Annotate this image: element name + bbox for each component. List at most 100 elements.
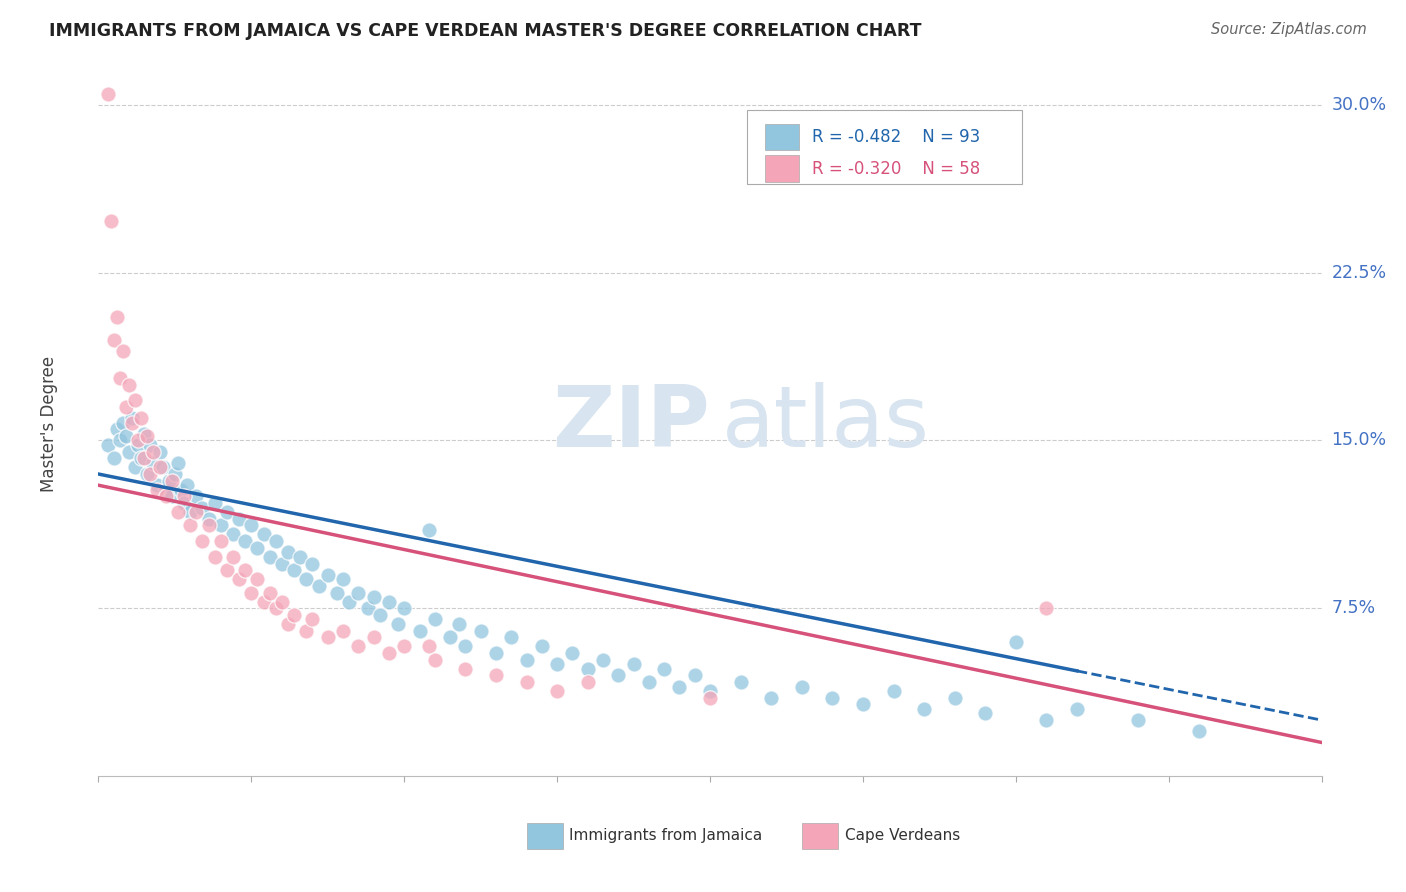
Point [943, 690, 966, 705]
Point [423, 653, 446, 667]
Point [363, 631, 385, 645]
Point [127, 438, 149, 452]
Point [501, 631, 523, 645]
Point [108, 371, 131, 385]
Point [105, 422, 128, 436]
Point [115, 429, 138, 443]
Point [100, 214, 122, 228]
Point [179, 518, 201, 533]
Point [111, 416, 134, 430]
Point [160, 474, 183, 488]
Point [246, 572, 269, 586]
Point [821, 690, 844, 705]
Point [179, 505, 201, 519]
Point [233, 563, 256, 577]
Point [121, 411, 143, 425]
Point [277, 545, 299, 559]
Point [197, 518, 219, 533]
Point [290, 549, 312, 564]
Point [152, 460, 174, 475]
Text: 7.5%: 7.5% [1331, 599, 1375, 617]
Point [392, 601, 416, 615]
Point [149, 444, 172, 458]
Point [485, 668, 508, 682]
Point [454, 662, 477, 676]
Point [1188, 724, 1211, 739]
Point [149, 460, 172, 475]
Point [1004, 635, 1026, 649]
Point [222, 527, 245, 541]
Point [118, 377, 141, 392]
Point [607, 668, 630, 682]
Point [637, 675, 661, 690]
Point [912, 702, 935, 716]
Point [228, 572, 250, 586]
Text: 30.0%: 30.0% [1331, 96, 1386, 114]
Point [160, 490, 183, 504]
Point [186, 505, 208, 519]
Point [97, 87, 120, 101]
Point [173, 490, 195, 504]
Point [790, 680, 813, 694]
Point [1035, 713, 1057, 727]
Point [155, 490, 177, 504]
Point [176, 478, 198, 492]
Point [124, 460, 146, 475]
Point [136, 467, 159, 481]
Point [699, 690, 721, 705]
FancyBboxPatch shape [747, 110, 1022, 184]
Point [546, 657, 568, 672]
Point [124, 393, 146, 408]
Point [186, 490, 208, 504]
Point [105, 310, 128, 325]
Point [363, 590, 385, 604]
Point [530, 640, 553, 654]
Point [136, 429, 159, 443]
Point [301, 612, 323, 626]
FancyBboxPatch shape [526, 823, 564, 848]
Point [167, 456, 190, 470]
Point [408, 624, 430, 638]
Point [295, 624, 318, 638]
Point [378, 646, 401, 660]
Point [295, 572, 318, 586]
Point [252, 594, 274, 608]
Point [157, 474, 180, 488]
Point [347, 585, 370, 599]
Text: ZIP: ZIP [553, 382, 710, 466]
Point [118, 444, 141, 458]
FancyBboxPatch shape [765, 155, 800, 182]
Point [516, 675, 538, 690]
Point [283, 563, 305, 577]
Point [1035, 601, 1057, 615]
Point [683, 668, 706, 682]
Point [139, 467, 162, 481]
Point [259, 549, 281, 564]
Point [222, 549, 245, 564]
FancyBboxPatch shape [801, 823, 838, 848]
Point [259, 585, 281, 599]
Point [699, 684, 721, 698]
Point [228, 512, 250, 526]
Point [623, 657, 645, 672]
Text: Source: ZipAtlas.com: Source: ZipAtlas.com [1211, 22, 1367, 37]
Point [283, 607, 305, 622]
Point [423, 612, 446, 626]
Point [277, 616, 299, 631]
Point [264, 601, 287, 615]
Point [356, 601, 378, 615]
Point [652, 662, 675, 676]
Point [142, 456, 165, 470]
Text: Master's Degree: Master's Degree [41, 356, 59, 491]
Point [145, 478, 167, 492]
Point [127, 434, 149, 448]
Text: atlas: atlas [723, 382, 931, 466]
Point [97, 438, 120, 452]
FancyBboxPatch shape [765, 124, 800, 151]
Point [209, 534, 232, 549]
Point [246, 541, 269, 555]
Point [240, 518, 263, 533]
Point [378, 594, 401, 608]
Point [852, 698, 875, 712]
Point [121, 416, 143, 430]
